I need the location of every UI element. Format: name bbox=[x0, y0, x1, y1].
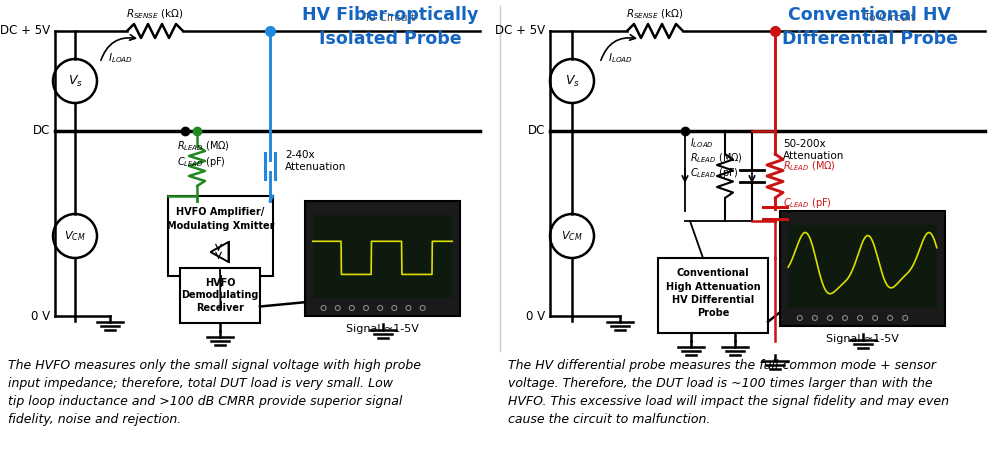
Bar bbox=[788, 225, 937, 308]
Text: Signal ~1-5V: Signal ~1-5V bbox=[826, 334, 899, 344]
Bar bbox=[658, 258, 768, 333]
Text: $R_{SENSE}$ (k$\Omega$): $R_{SENSE}$ (k$\Omega$) bbox=[626, 8, 684, 21]
Text: 50-200x
Attenuation: 50-200x Attenuation bbox=[783, 139, 844, 161]
Text: Probe: Probe bbox=[697, 309, 729, 318]
Bar bbox=[180, 268, 260, 323]
Text: Modulating Xmitter: Modulating Xmitter bbox=[167, 221, 274, 231]
Text: To Circuit: To Circuit bbox=[364, 13, 416, 23]
Text: $R_{LEAD}$ (M$\Omega$): $R_{LEAD}$ (M$\Omega$) bbox=[783, 159, 836, 173]
Circle shape bbox=[218, 292, 222, 296]
Text: $V_s$: $V_s$ bbox=[68, 73, 82, 89]
Text: $V_{CM}$: $V_{CM}$ bbox=[561, 229, 583, 243]
Text: Receiver: Receiver bbox=[196, 302, 244, 313]
Text: 2-40x
Attenuation: 2-40x Attenuation bbox=[285, 150, 346, 172]
Bar bbox=[168, 196, 273, 276]
Text: $R_{SENSE}$ (k$\Omega$): $R_{SENSE}$ (k$\Omega$) bbox=[126, 8, 184, 21]
Text: Conventional: Conventional bbox=[677, 268, 749, 278]
Text: 0 V: 0 V bbox=[31, 309, 50, 323]
Text: $V_{CM}$: $V_{CM}$ bbox=[64, 229, 86, 243]
Text: $R_{LEAD}$ (M$\Omega$): $R_{LEAD}$ (M$\Omega$) bbox=[690, 151, 743, 164]
Text: Demodulating: Demodulating bbox=[181, 291, 259, 300]
Text: $C_{LEAD}$ (pF): $C_{LEAD}$ (pF) bbox=[177, 155, 226, 169]
Text: Signal ~1-5V: Signal ~1-5V bbox=[346, 324, 419, 334]
Text: $I_{LOAD}$: $I_{LOAD}$ bbox=[608, 51, 633, 65]
Text: $R_{LEAD}$ (M$\Omega$): $R_{LEAD}$ (M$\Omega$) bbox=[177, 139, 230, 153]
Text: DC: DC bbox=[33, 124, 50, 138]
Text: DC + 5V: DC + 5V bbox=[495, 24, 545, 38]
Text: DC + 5V: DC + 5V bbox=[0, 24, 50, 38]
Text: High Attenuation: High Attenuation bbox=[666, 282, 760, 292]
Text: $V_s$: $V_s$ bbox=[565, 73, 579, 89]
Text: $I_{LOAD}$: $I_{LOAD}$ bbox=[108, 51, 133, 65]
Text: DC: DC bbox=[528, 124, 545, 138]
Text: HVFO Amplifier/: HVFO Amplifier/ bbox=[176, 207, 265, 217]
Bar bbox=[313, 215, 452, 298]
Text: 0 V: 0 V bbox=[526, 309, 545, 323]
Text: Conventional HV
Differential Probe: Conventional HV Differential Probe bbox=[782, 6, 958, 48]
Text: $C_{LEAD}$ (pF): $C_{LEAD}$ (pF) bbox=[690, 166, 739, 180]
Text: The HVFO measures only the small signal voltage with high probe
input impedance;: The HVFO measures only the small signal … bbox=[8, 359, 421, 426]
Text: To Circuit: To Circuit bbox=[864, 13, 916, 23]
Text: The HV differential probe measures the full common mode + sensor
voltage. Theref: The HV differential probe measures the f… bbox=[508, 359, 949, 426]
Bar bbox=[305, 201, 460, 316]
Bar bbox=[780, 211, 945, 326]
Text: HVFO: HVFO bbox=[205, 278, 235, 288]
Text: HV Fiber-optically
Isolated Probe: HV Fiber-optically Isolated Probe bbox=[302, 6, 478, 48]
Text: $C_{LEAD}$ (pF): $C_{LEAD}$ (pF) bbox=[783, 196, 832, 210]
Text: $I_{LOAD}$: $I_{LOAD}$ bbox=[690, 136, 714, 150]
Text: HV Differential: HV Differential bbox=[672, 295, 754, 305]
